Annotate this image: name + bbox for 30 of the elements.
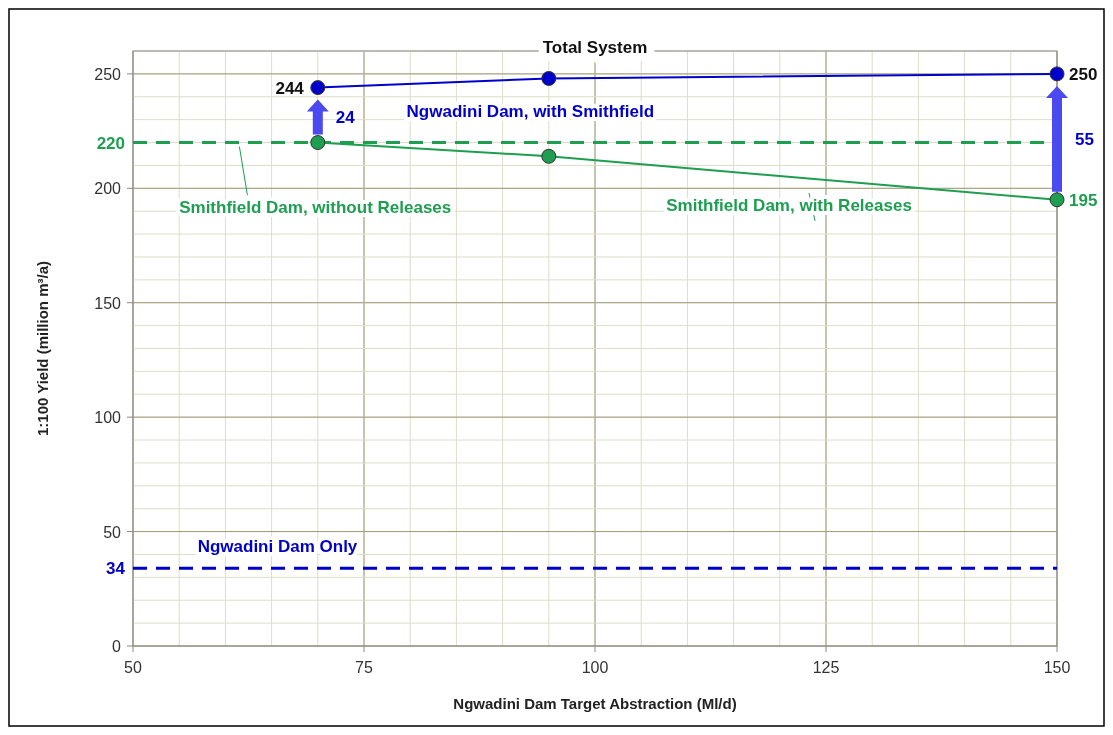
y-tick-label: 100 bbox=[94, 409, 122, 427]
y-tick-label: 34 bbox=[106, 559, 126, 579]
chart-title: Total System bbox=[542, 38, 648, 57]
x-tick-label: 50 bbox=[124, 659, 142, 676]
annotation: 24 bbox=[335, 108, 356, 128]
y-axis-title: 1:100 Yield (million m³/a) bbox=[34, 260, 51, 437]
point bbox=[310, 80, 326, 96]
x-tick-label: 100 bbox=[581, 659, 609, 676]
data-label: 244 bbox=[275, 78, 305, 98]
ref-line-label: Ngwadini Dam Only bbox=[197, 536, 358, 556]
y-tick-label: 50 bbox=[103, 523, 122, 541]
y-tick-label: 0 bbox=[112, 638, 122, 655]
point bbox=[310, 135, 326, 151]
data-label: 195 bbox=[1069, 190, 1098, 210]
point bbox=[1049, 66, 1065, 82]
ref-line-label: Smithfield Dam, without Releases bbox=[179, 198, 452, 218]
point bbox=[1049, 192, 1065, 208]
series-label: Ngwadini Dam, with Smithfield bbox=[406, 102, 655, 122]
data-label: 250 bbox=[1069, 64, 1098, 84]
y-tick-label: 200 bbox=[94, 180, 122, 198]
y-tick-label: 250 bbox=[94, 65, 122, 83]
point bbox=[541, 148, 557, 164]
x-tick-label: 150 bbox=[1043, 659, 1071, 676]
x-tick-label: 75 bbox=[355, 659, 373, 676]
text: 55 bbox=[1075, 129, 1094, 149]
x-axis-title: Ngwadini Dam Target Abstraction (Ml/d) bbox=[453, 695, 737, 712]
y-tick-label: 150 bbox=[94, 294, 122, 312]
y-tick-label: 220 bbox=[96, 133, 125, 153]
point bbox=[541, 70, 557, 86]
x-tick-label: 125 bbox=[812, 659, 840, 676]
